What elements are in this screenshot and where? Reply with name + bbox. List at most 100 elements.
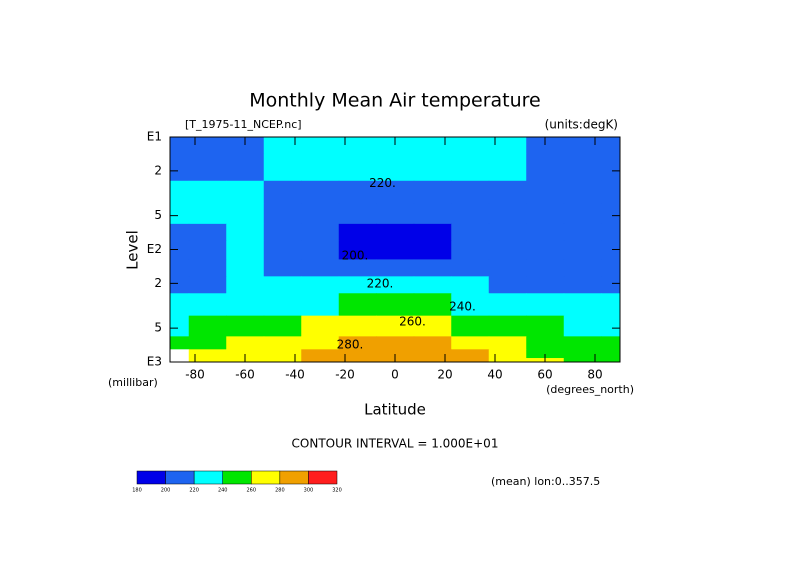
field-cell: [563, 259, 602, 277]
field-cell: [376, 203, 415, 225]
colorbar-label: 200: [161, 488, 171, 494]
field-cell: [488, 153, 527, 182]
chart-title: Monthly Mean Air temperature: [249, 90, 540, 112]
field-cell: [338, 349, 377, 359]
field-cell: [301, 180, 340, 204]
field-cell: [226, 240, 265, 260]
field-cell: [601, 240, 621, 260]
field-cell: [526, 240, 565, 260]
field-cell: [451, 336, 490, 350]
field-cell: [301, 240, 340, 260]
field-cell: [488, 240, 527, 260]
y-units: (millibar): [108, 376, 158, 389]
field-cell: [301, 315, 340, 337]
field-cell: [188, 240, 227, 260]
field-cell: [188, 276, 227, 294]
field-cell: [488, 293, 527, 317]
field-cell: [601, 336, 621, 350]
field-cell: [170, 137, 190, 155]
field-cell: [376, 240, 415, 260]
field-cell: [301, 349, 340, 359]
colorbar-label: 180: [132, 488, 142, 494]
field-cell: [488, 203, 527, 225]
field-cell: [226, 315, 265, 337]
x-tick-label: -60: [235, 368, 255, 382]
field-cell: [338, 259, 377, 277]
field-cell: [451, 358, 490, 363]
field-cell: [376, 349, 415, 359]
field-cell: [601, 293, 621, 317]
field-cell: [263, 203, 302, 225]
field-cell: [301, 336, 340, 350]
field-cell: [338, 293, 377, 317]
field-cell: [376, 259, 415, 277]
field-cell: [188, 153, 227, 182]
field-cell: [170, 180, 190, 204]
y-tick-label: E2: [147, 242, 162, 256]
colorbar-label: 320: [332, 488, 342, 494]
field-cell: [526, 259, 565, 277]
field-cell: [226, 259, 265, 277]
field-cell: [488, 259, 527, 277]
y-axis-label: Level: [124, 230, 142, 270]
field-cell: [413, 240, 452, 260]
field-cell: [413, 349, 452, 359]
field-cell: [563, 153, 602, 182]
field-cell: [451, 315, 490, 337]
field-cell: [188, 336, 227, 350]
field-cell: [488, 180, 527, 204]
field-cell: [413, 315, 452, 337]
x-tick-label: 80: [587, 368, 602, 382]
y-tick-label: 2: [154, 163, 162, 177]
x-tick-label: -80: [185, 368, 205, 382]
field-cell: [338, 240, 377, 260]
field-cell: [451, 259, 490, 277]
field-cell: [563, 137, 602, 155]
field-cell: [563, 180, 602, 204]
x-tick-label: 60: [537, 368, 552, 382]
colorbar-swatch: [193, 470, 223, 485]
field-cell: [488, 349, 527, 359]
field-cell: [488, 137, 527, 155]
field-cell: [338, 223, 377, 242]
colorbar-label: 240: [218, 488, 228, 494]
y-tick-label: 2: [154, 276, 162, 290]
x-tick-label: 0: [391, 368, 399, 382]
field-cell: [451, 137, 490, 155]
x-tick-label: -20: [335, 368, 355, 382]
field-cell: [601, 137, 621, 155]
contour-label: 260.: [399, 314, 426, 328]
field-cell: [226, 203, 265, 225]
field-cell: [526, 137, 565, 155]
field-cell: [301, 276, 340, 294]
field-cell: [601, 259, 621, 277]
field-cell: [170, 259, 190, 277]
field-cell: [526, 180, 565, 204]
field-cell: [263, 276, 302, 294]
field-cell: [451, 180, 490, 204]
field-cell: [338, 276, 377, 294]
field-cell: [301, 293, 340, 317]
field-cell: [170, 349, 190, 359]
field-cell: [226, 349, 265, 359]
field-cell: [226, 336, 265, 350]
field-cell: [451, 153, 490, 182]
field-cell: [188, 349, 227, 359]
x-units: (degrees_north): [546, 383, 634, 396]
field-cell: [170, 240, 190, 260]
field-cell: [188, 293, 227, 317]
field-cell: [451, 223, 490, 242]
field-cell: [413, 153, 452, 182]
x-tick-label: 40: [487, 368, 502, 382]
field-cell: [263, 153, 302, 182]
field-cell: [526, 293, 565, 317]
field-cell: [376, 315, 415, 337]
field-cell: [170, 153, 190, 182]
field-cell: [226, 137, 265, 155]
field-cell: [563, 223, 602, 242]
units: (units:degK): [545, 118, 618, 132]
x-axis-label: Latitude: [364, 401, 426, 419]
contour-label: 240.: [449, 299, 476, 313]
contour-label: 200.: [342, 248, 369, 262]
field-cell: [488, 223, 527, 242]
